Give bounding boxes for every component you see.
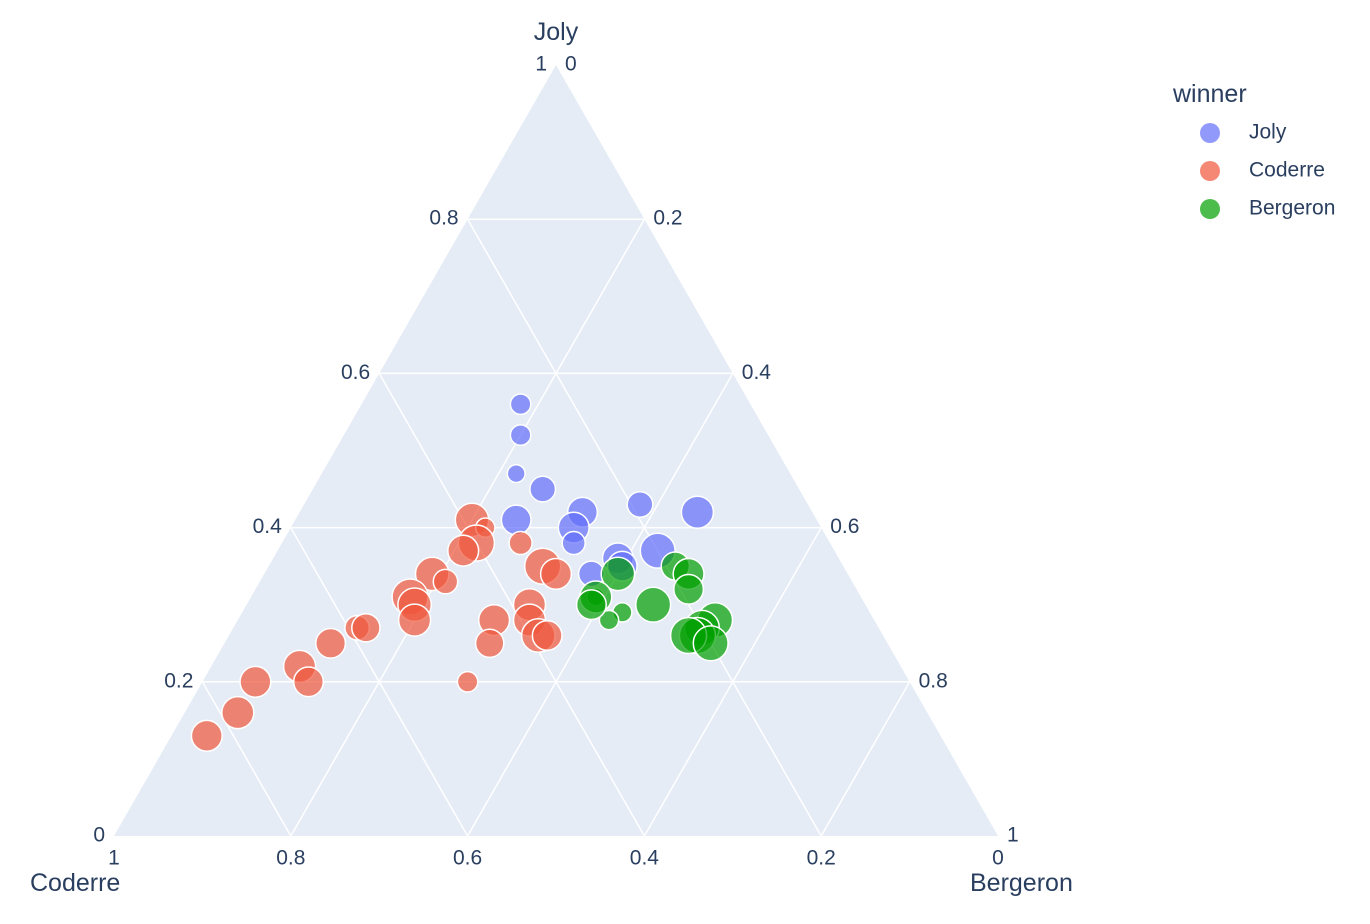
- data-point-bergeron[interactable]: [600, 556, 636, 592]
- gridline-coderre: [201, 681, 292, 837]
- legend-label-joly: Joly: [1249, 121, 1287, 144]
- data-point-joly[interactable]: [509, 424, 532, 447]
- data-point-joly[interactable]: [500, 504, 532, 536]
- data-point-coderre[interactable]: [315, 627, 347, 659]
- tick-label-joly: 0.4: [253, 515, 283, 538]
- tick-label-joly: 0.8: [429, 207, 458, 230]
- tick-label-joly: 1: [535, 53, 547, 76]
- data-point-joly[interactable]: [506, 463, 526, 484]
- legend-label-coderre: Coderre: [1249, 159, 1325, 182]
- data-point-coderre[interactable]: [292, 666, 325, 698]
- data-point-coderre[interactable]: [456, 670, 479, 693]
- legend-title: winner: [1172, 80, 1247, 108]
- tick-label-coderre: 0: [992, 847, 1004, 870]
- data-point-joly[interactable]: [529, 475, 557, 503]
- data-point-coderre[interactable]: [190, 719, 223, 752]
- data-point-joly[interactable]: [509, 393, 532, 416]
- data-point-joly[interactable]: [680, 495, 715, 529]
- gridline-bergeron: [820, 681, 911, 837]
- gridline-coderre: [290, 527, 469, 837]
- data-point-coderre[interactable]: [531, 619, 563, 652]
- data-point-coderre[interactable]: [474, 628, 505, 659]
- legend-marker-bergeron: [1200, 199, 1220, 219]
- legend-marker-joly: [1200, 123, 1220, 143]
- data-point-coderre[interactable]: [397, 603, 432, 637]
- legend-item-coderre[interactable]: Coderre: [1200, 159, 1325, 182]
- data-point-joly[interactable]: [626, 490, 654, 519]
- data-point-coderre[interactable]: [351, 612, 381, 643]
- data-point-coderre[interactable]: [221, 695, 255, 730]
- gridline-bergeron: [643, 527, 822, 837]
- data-points: [190, 393, 734, 752]
- axis-title-bergeron: Bergeron: [970, 869, 1073, 897]
- axis-title-joly: Joly: [534, 18, 579, 46]
- data-point-coderre[interactable]: [239, 665, 272, 698]
- tick-label-bergeron: 0.8: [919, 669, 948, 692]
- data-point-bergeron[interactable]: [575, 589, 607, 621]
- tick-label-bergeron: 0: [565, 53, 577, 76]
- data-point-bergeron[interactable]: [598, 609, 620, 631]
- data-point-coderre[interactable]: [508, 530, 533, 556]
- legend-item-joly[interactable]: Joly: [1200, 121, 1287, 144]
- legend-marker-coderre: [1200, 161, 1220, 181]
- tick-label-bergeron: 0.6: [830, 515, 859, 538]
- tick-label-coderre: 0.2: [807, 847, 836, 870]
- tick-label-joly: 0: [93, 824, 105, 847]
- data-point-coderre[interactable]: [539, 557, 573, 591]
- tick-label-joly: 0.2: [164, 669, 193, 692]
- tick-labels: 00.20.40.60.81 00.20.40.60.8100.20.40.60.…: [93, 53, 1018, 870]
- tick-label-coderre: 0.6: [453, 847, 482, 870]
- gridline-coderre: [378, 373, 646, 837]
- tick-label-joly: 0.6: [341, 361, 370, 384]
- tick-label-coderre: 1: [108, 847, 120, 870]
- data-point-bergeron[interactable]: [692, 625, 729, 662]
- tick-label-bergeron: 0.4: [742, 361, 772, 384]
- tick-label-bergeron: 1: [1007, 824, 1019, 847]
- legend-label-bergeron: Bergeron: [1249, 197, 1335, 220]
- axis-title-coderre: Coderre: [30, 869, 120, 897]
- tick-label-bergeron: 0.2: [653, 207, 682, 230]
- tick-label-coderre: 0.8: [276, 847, 305, 870]
- tick-label-coderre: 0.4: [630, 847, 660, 870]
- data-point-coderre[interactable]: [432, 568, 459, 595]
- data-point-bergeron[interactable]: [673, 573, 705, 605]
- legend-item-bergeron[interactable]: Bergeron: [1200, 197, 1335, 220]
- data-point-bergeron[interactable]: [635, 586, 672, 623]
- data-point-joly[interactable]: [561, 530, 586, 556]
- data-point-coderre[interactable]: [447, 534, 480, 567]
- legend: winner Joly Coderre Bergeron: [1172, 80, 1335, 220]
